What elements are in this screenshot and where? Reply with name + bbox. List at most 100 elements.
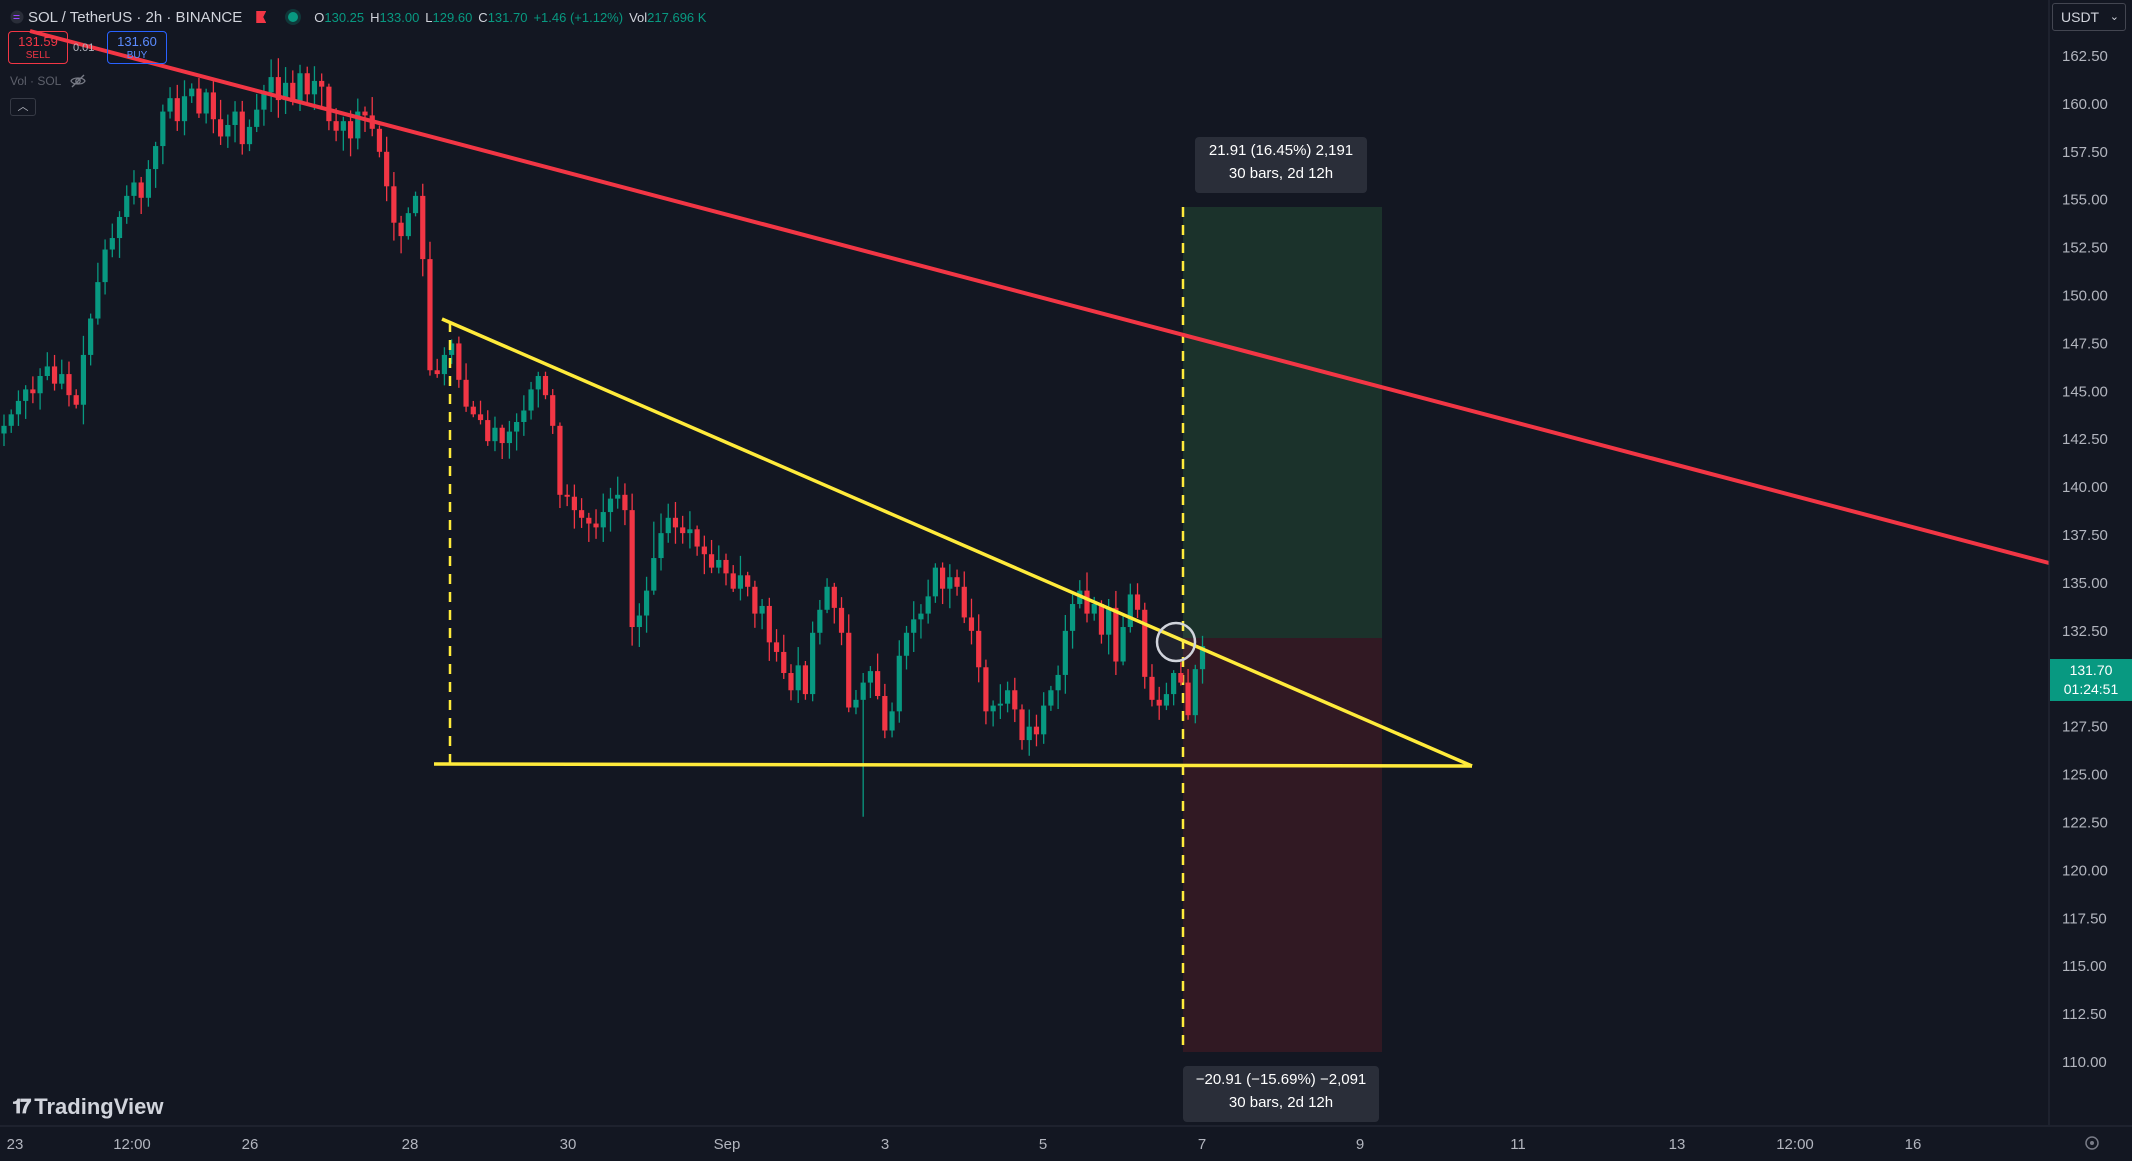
close-value: 131.70 <box>487 9 528 25</box>
close-label: C <box>478 9 488 25</box>
target-measure-bars: 30 bars, 2d 12h <box>1228 165 1334 182</box>
time-axis[interactable]: 23 12:00 26 28 30 Sep 3 5 7 9 11 13 12:00 16 <box>0 1125 2132 1161</box>
candle-body <box>384 151 390 187</box>
candle-body <box>701 546 707 555</box>
candle-body <box>564 494 570 497</box>
candle-body <box>903 632 910 656</box>
candle-body <box>586 517 592 524</box>
candle-body <box>1163 694 1170 706</box>
candle-body <box>658 533 664 559</box>
candle-body <box>773 642 780 652</box>
currency-dropdown[interactable]: USDT ⌄ <box>2052 3 2126 31</box>
volume-indicator-label[interactable]: Vol · SOL <box>10 74 62 88</box>
time-axis-label: 7 <box>1198 1136 1206 1153</box>
candle-body <box>542 376 549 396</box>
red-trendline[interactable] <box>29 29 2050 565</box>
spread-value: 0.01 <box>73 42 95 54</box>
candle-body <box>153 146 159 170</box>
candle-body <box>1084 590 1090 614</box>
breakout-circle[interactable] <box>1155 621 1197 663</box>
price-axis-label: 160.00 <box>2062 96 2108 113</box>
candle-body <box>203 92 209 114</box>
candle-body <box>441 354 448 375</box>
candle-body <box>138 182 144 198</box>
candle-body <box>51 366 58 384</box>
candle-body <box>759 605 765 614</box>
candle-body <box>470 406 476 415</box>
candle-body <box>579 510 585 518</box>
chevron-down-icon: ⌄ <box>2109 11 2119 23</box>
candle-body <box>1026 726 1032 741</box>
candle-body <box>860 682 866 700</box>
candle-body <box>189 88 195 97</box>
settings-icon[interactable] <box>2083 1134 2101 1152</box>
tradingview-logo[interactable]: 𝟏𝟕 TradingView <box>12 1094 163 1120</box>
candle-body <box>210 92 216 120</box>
candle-body <box>831 586 837 608</box>
price-axis-label: 120.00 <box>2062 862 2108 879</box>
eye-off-icon[interactable] <box>70 74 86 88</box>
candle-body <box>456 343 462 380</box>
candle-body <box>405 213 411 237</box>
candle-body <box>80 354 87 405</box>
buy-price: 131.60 <box>117 34 157 49</box>
candle-body <box>723 559 729 574</box>
candle-body <box>571 496 577 511</box>
flag-icon[interactable] <box>256 11 267 23</box>
collapse-legend-button[interactable]: ︿ <box>10 98 36 116</box>
price-axis-label: 117.50 <box>2062 910 2107 927</box>
candle-body <box>875 671 881 697</box>
candle-body <box>167 98 173 112</box>
candle-body <box>109 238 115 250</box>
candle-body <box>687 529 693 534</box>
candle-body <box>1004 690 1011 704</box>
candle-body <box>550 395 556 426</box>
tradingview-logo-icon: 𝟏𝟕 <box>12 1095 31 1118</box>
triangle-base-line[interactable] <box>433 762 1473 768</box>
low-label: L <box>425 9 433 25</box>
candle-body <box>1156 699 1162 706</box>
profit-zone <box>1183 207 1382 638</box>
candle-body <box>781 651 787 674</box>
sol-coin-icon <box>10 10 24 24</box>
candle-body <box>485 420 491 442</box>
candle-body <box>535 376 541 390</box>
time-axis-label: 9 <box>1356 1136 1364 1153</box>
candle-body <box>514 421 520 432</box>
candle-body <box>1171 673 1177 695</box>
candle-body <box>362 111 368 116</box>
long-position-tool[interactable] <box>1181 207 1382 1052</box>
candle-body <box>882 696 888 731</box>
drawings[interactable] <box>29 29 2050 768</box>
candle-body <box>333 121 339 131</box>
price-axis-label: 145.00 <box>2062 383 2108 400</box>
candle-body <box>896 655 902 712</box>
triangle-upper-line[interactable] <box>441 317 1473 768</box>
buy-label: BUY <box>126 50 148 61</box>
candle-body <box>398 222 404 237</box>
candle-body <box>716 559 722 568</box>
sell-label: SELL <box>25 50 51 61</box>
candle-body <box>1091 604 1097 614</box>
candle-body <box>1185 682 1191 716</box>
price-axis[interactable]: 162.50 160.00 157.50 155.00 152.50 150.00 147.… <box>2048 0 2132 1125</box>
candle-body <box>23 389 29 401</box>
candle-body <box>629 510 635 628</box>
candle-body <box>506 431 512 444</box>
buy-button[interactable]: 131.60 BUY <box>107 31 167 64</box>
candle-body <box>196 88 202 114</box>
candle-body <box>88 318 94 355</box>
candle-body <box>95 282 101 319</box>
candle-body <box>817 609 823 633</box>
candle-body <box>810 632 816 695</box>
candle-body <box>947 577 953 589</box>
sell-button[interactable]: 131.59 SELL <box>8 31 68 64</box>
price-axis-label: 142.50 <box>2062 431 2108 448</box>
open-label: O <box>314 9 325 25</box>
symbol-title[interactable]: SOL / TetherUS · 2h · BINANCE <box>28 8 243 26</box>
candle-body <box>997 703 1003 706</box>
candle-body <box>665 517 671 534</box>
candle-body <box>1106 607 1112 635</box>
